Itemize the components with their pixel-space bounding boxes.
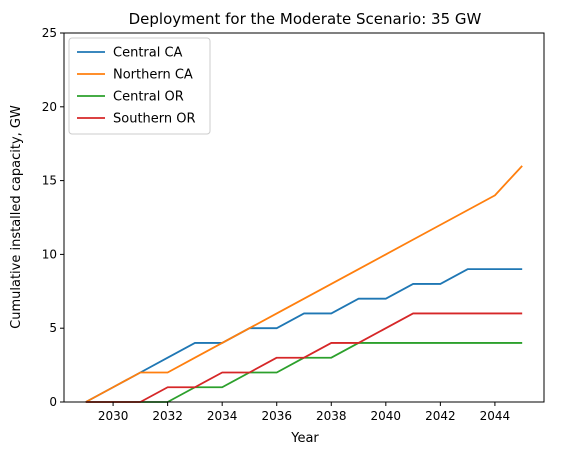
y-tick-label: 5 — [49, 321, 57, 335]
legend-label: Northern CA — [113, 68, 193, 83]
legend: Central CA Northern CA Central OR Southern … — [68, 37, 211, 135]
x-tick-label: 2038 — [316, 409, 347, 423]
legend-label: Central OR — [113, 90, 184, 105]
x-tick-label: 2034 — [207, 409, 238, 423]
x-axis-label: Year — [290, 431, 319, 446]
y-axis-label: Cumulative installed capacity, GW — [9, 105, 24, 329]
x-tick-label: 2042 — [425, 409, 456, 423]
y-tick-label: 0 — [49, 395, 57, 409]
y-tick-label: 15 — [42, 174, 57, 188]
legend-label: Southern OR — [113, 112, 196, 127]
series-line-central-ca — [85, 268, 523, 403]
y-tick-label: 10 — [42, 247, 57, 261]
x-tick-label: 2030 — [98, 409, 129, 423]
x-tick-label: 2040 — [371, 409, 402, 423]
axes-layer: 2030 2032 2034 2036 2038 2040 2042 2044 0 5 10 15 20… — [42, 26, 545, 423]
x-tick-label: 2032 — [152, 409, 183, 423]
x-tick-label: 2044 — [480, 409, 511, 423]
series-line-southern-or — [85, 312, 523, 403]
series-line-northern-ca — [85, 165, 523, 403]
plot-frame — [63, 32, 545, 403]
x-tick-label: 2036 — [261, 409, 292, 423]
y-tick-label: 25 — [42, 26, 57, 40]
y-tick-label: 20 — [42, 100, 57, 114]
legend-label: Central CA — [113, 46, 183, 61]
legend-box — [68, 37, 211, 135]
chart-title: Deployment for the Moderate Scenario: 35… — [129, 10, 482, 28]
